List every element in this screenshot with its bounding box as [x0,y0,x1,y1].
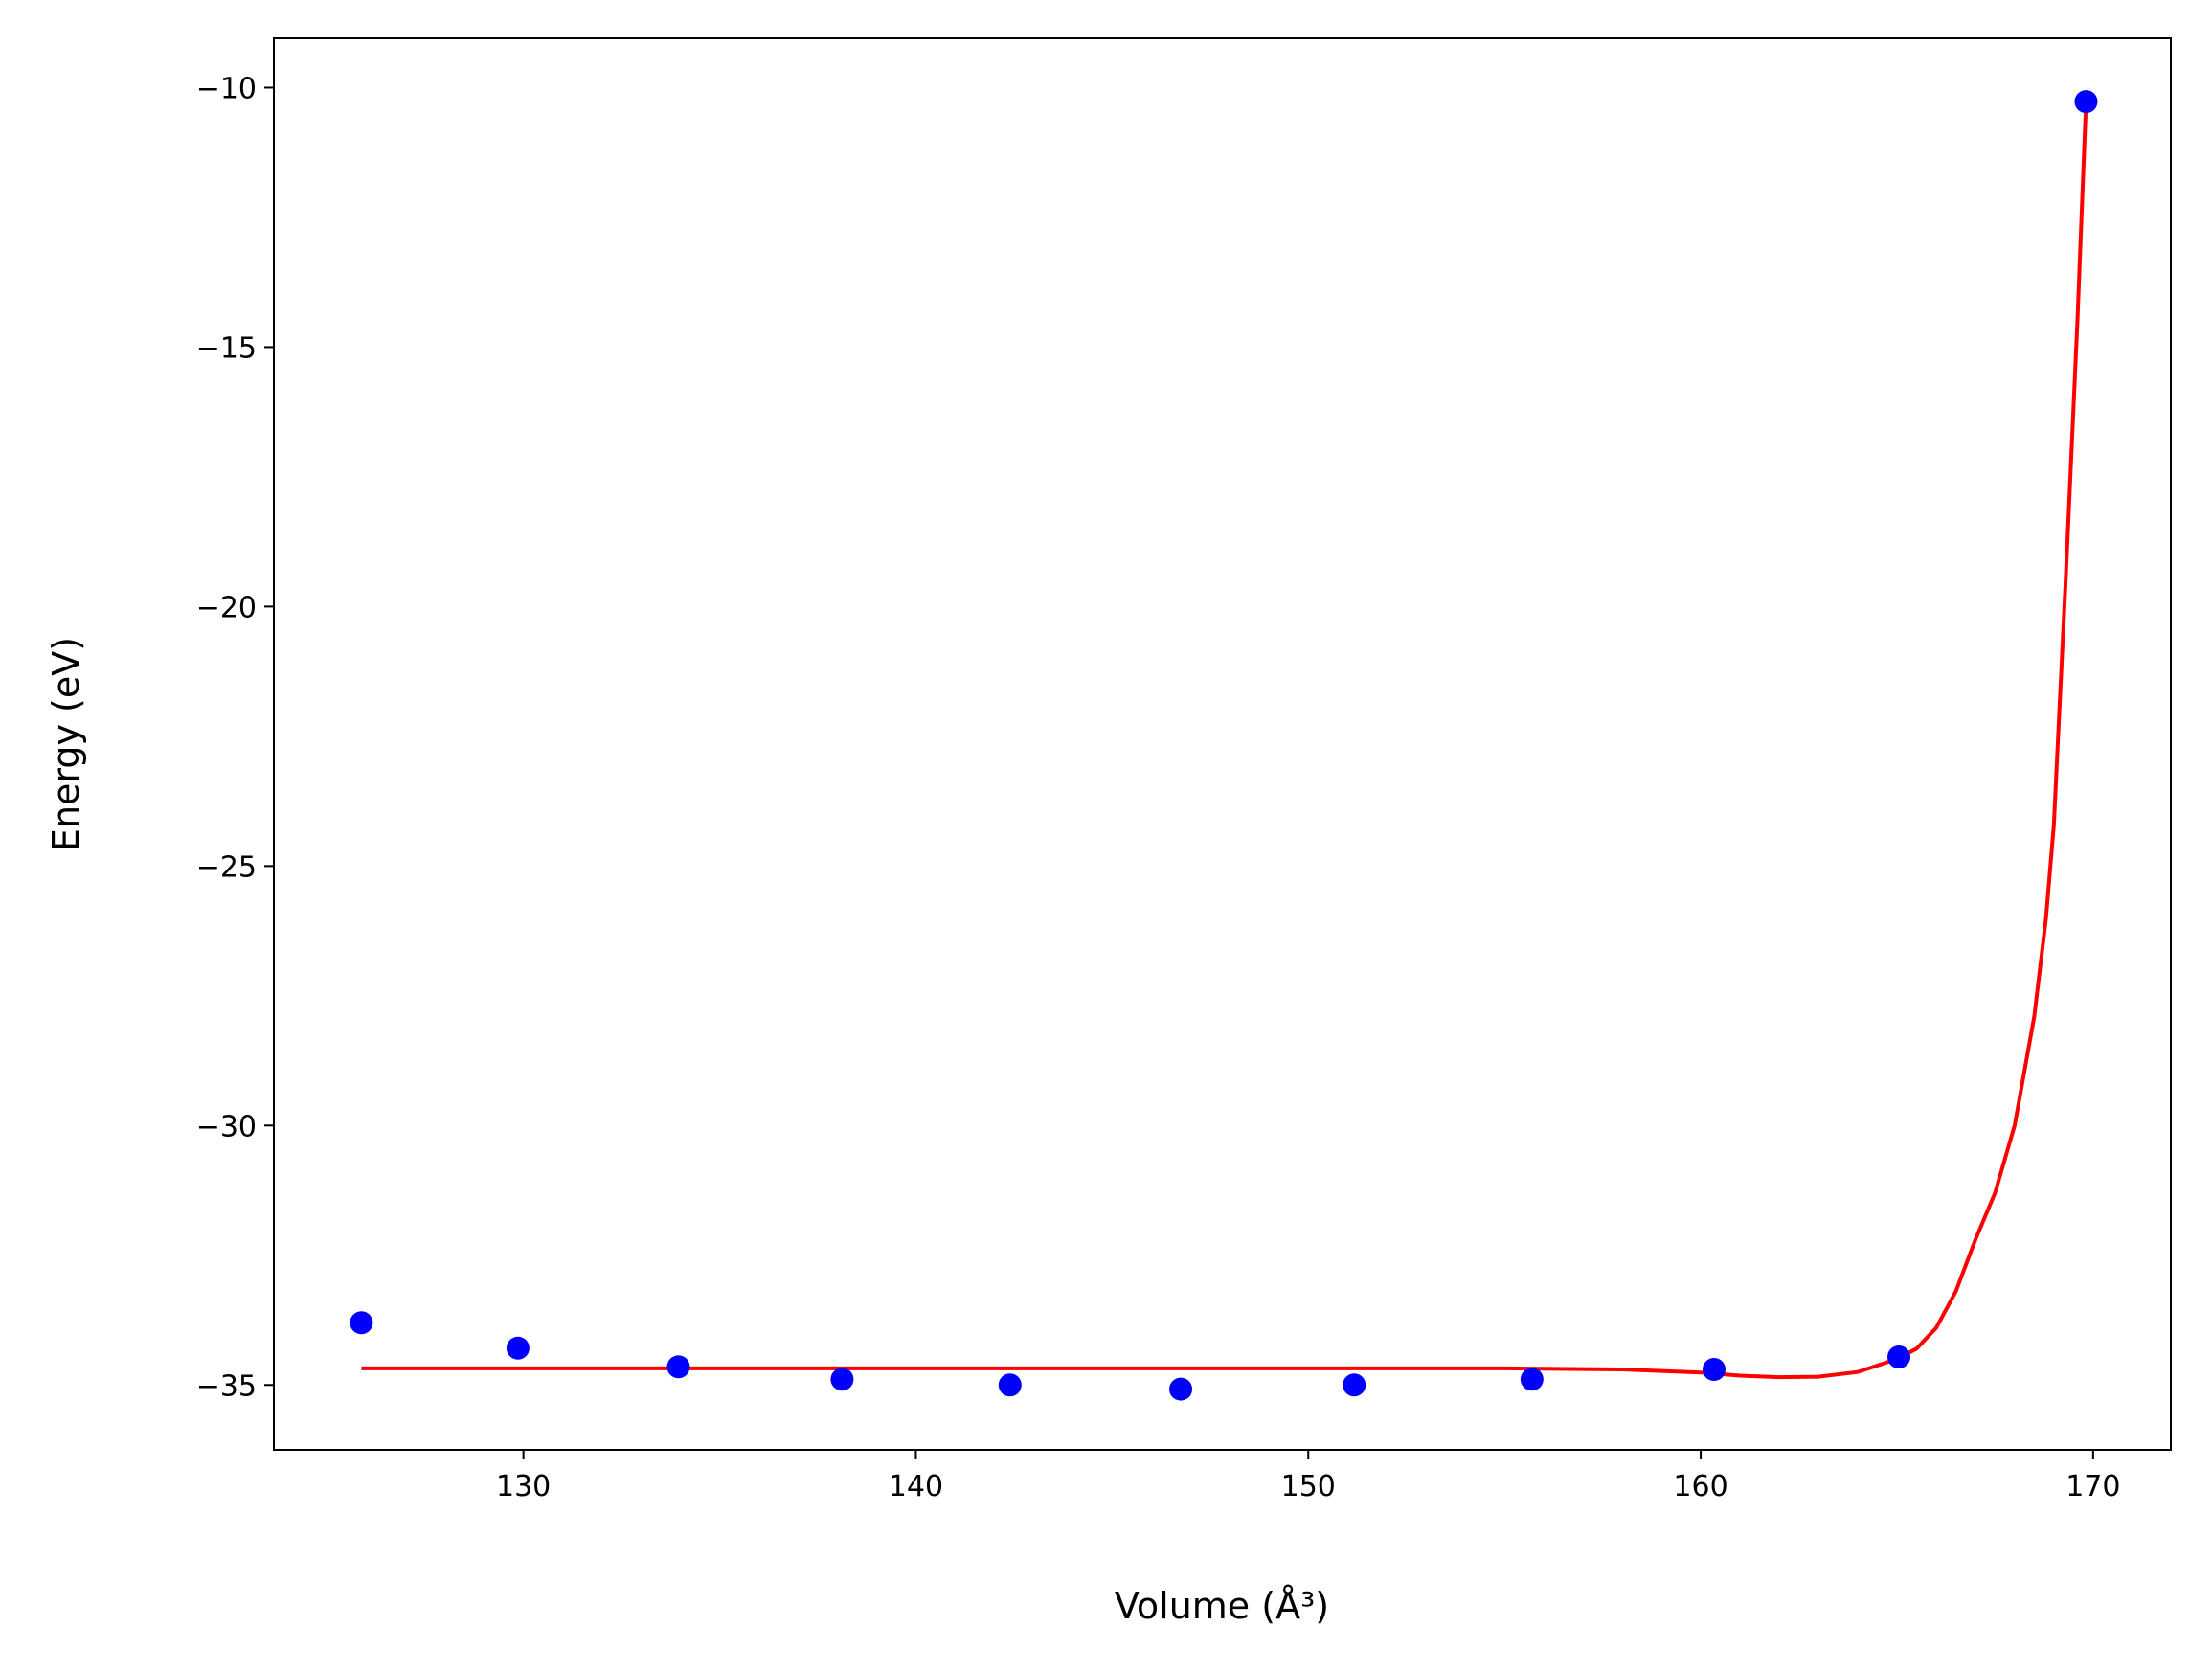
y-tick-label: −20 [196,591,257,624]
y-tick-label: −15 [196,331,257,365]
data-point [1169,1377,1193,1401]
plot-frame [273,37,2172,1451]
data-point [666,1355,690,1379]
x-tick-label: 140 [889,1470,943,1503]
data-point [2074,90,2098,114]
x-axis-label: Volume (Å³) [1115,1585,1329,1627]
x-tick-label: 150 [1281,1470,1336,1503]
fit-line [361,102,2088,1380]
x-tick-label: 160 [1673,1470,1727,1503]
data-point [830,1368,854,1391]
y-tick-label: −30 [196,1110,257,1143]
data-point [350,1311,373,1335]
data-point [506,1336,530,1360]
y-tick-label: −35 [196,1369,257,1403]
data-point [1887,1345,1911,1368]
data-point [1702,1358,1726,1382]
data-point [1343,1373,1366,1397]
data-point [998,1373,1022,1397]
y-tick-label: −25 [196,850,257,884]
x-tick-label: 170 [2065,1470,2120,1503]
y-axis-label: Energy (eV) [45,637,87,851]
x-tick-label: 130 [496,1470,551,1503]
data-point [1520,1368,1544,1391]
y-tick-label: −10 [196,72,257,105]
